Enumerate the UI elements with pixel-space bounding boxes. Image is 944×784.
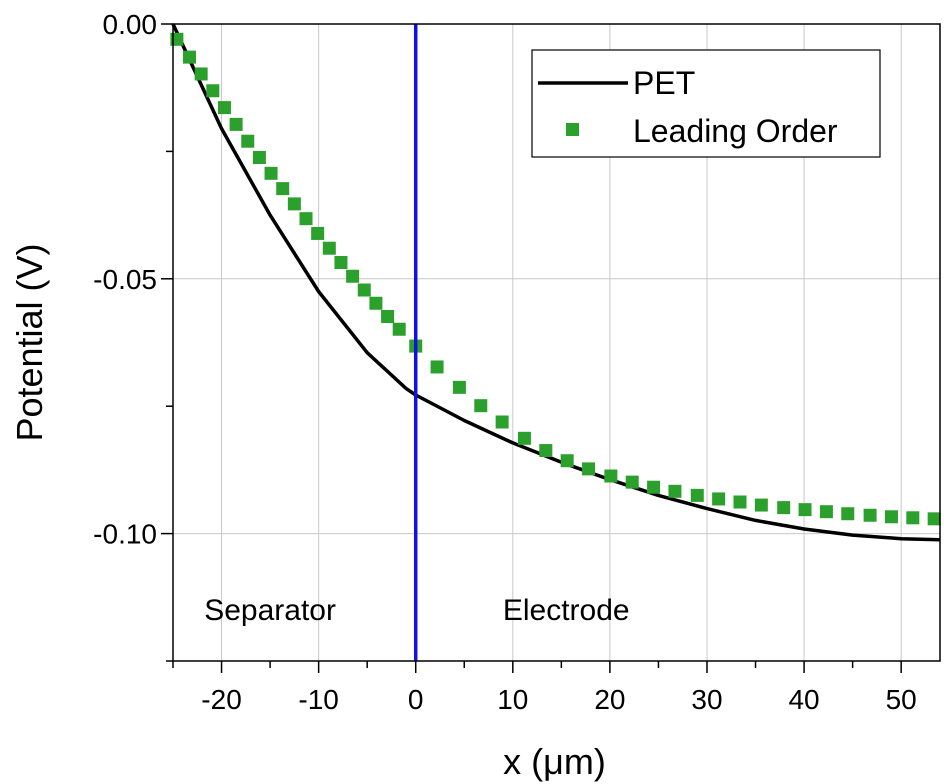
ticks: -20 -10 0 10 20 30 40 50 0.00 -0.05 -0.10 [93, 9, 917, 715]
leading-order-point [884, 510, 898, 524]
leading-order-point [798, 503, 812, 517]
leading-order-point [381, 310, 395, 324]
leading-order-point [311, 226, 325, 240]
leading-order-point [357, 283, 371, 297]
leading-order-point [906, 511, 920, 525]
leading-order-point [229, 117, 243, 131]
leading-order-point [346, 269, 360, 283]
leading-order-point [777, 501, 791, 515]
axis-titles: x (μm) Potential (V) [9, 243, 606, 782]
leading-order-point [287, 197, 301, 211]
y-tick-label: -0.10 [93, 519, 157, 550]
axes [172, 23, 941, 662]
leading-order-point [539, 444, 553, 458]
leading-order-point [206, 84, 220, 98]
x-tick-label: 20 [594, 684, 625, 715]
y-tick-label: 0.00 [103, 9, 158, 40]
x-tick-label: -20 [201, 684, 241, 715]
leading-order-point [392, 322, 406, 336]
x-tick-label: 50 [886, 684, 917, 715]
leading-order-point [241, 134, 255, 148]
leading-order-point [625, 475, 639, 489]
leading-order-point [517, 431, 531, 445]
region-annotations: Separator Electrode [204, 594, 629, 627]
leading-order-point [582, 462, 596, 476]
leading-order-point [647, 480, 661, 494]
leading-order-point [495, 415, 509, 429]
leading-order-point [430, 360, 444, 374]
leading-order-point [733, 495, 747, 509]
y-tick-label: -0.05 [93, 264, 157, 295]
leading-order-point [252, 151, 266, 165]
leading-order-point [754, 498, 768, 512]
leading-order-point [474, 399, 488, 413]
leading-order-point [690, 488, 704, 502]
leading-order-point [841, 507, 855, 521]
legend-pet-label: PET [633, 65, 695, 101]
plot-frame [172, 23, 941, 662]
leading-order-point [604, 469, 618, 483]
x-tick-label: -10 [298, 684, 338, 715]
x-axis-title: x (μm) [503, 741, 606, 782]
leading-order-point [264, 166, 278, 180]
pet-line [171, 23, 941, 542]
leading-order-point [927, 512, 941, 526]
leading-order-point [668, 484, 682, 498]
annotation-separator: Separator [204, 594, 336, 627]
leading-order-point [217, 101, 231, 115]
annotation-electrode: Electrode [503, 594, 630, 627]
leading-order-point [183, 50, 197, 64]
x-tick-label: 0 [408, 684, 424, 715]
leading-order-point [322, 241, 336, 255]
legend: PET Leading Order [531, 49, 881, 158]
leading-order-point [819, 505, 833, 519]
legend-leading-order-label: Leading Order [633, 113, 838, 149]
y-axis-title: Potential (V) [9, 243, 50, 441]
leading-order-point [863, 508, 877, 522]
legend-box [531, 49, 881, 158]
series-leading-order [170, 32, 941, 526]
x-tick-label: 40 [788, 684, 819, 715]
leading-order-point [712, 492, 726, 506]
x-tick-label: 30 [691, 684, 722, 715]
legend-leading-order-swatch [566, 123, 579, 136]
series-pet [171, 23, 941, 542]
leading-order-point [276, 182, 290, 196]
leading-order-point [369, 296, 383, 310]
leading-order-point [334, 255, 348, 269]
leading-order-point [194, 67, 208, 81]
leading-order-point [452, 380, 466, 394]
x-tick-label: 10 [497, 684, 528, 715]
leading-order-point [560, 454, 574, 468]
leading-order-point [299, 212, 313, 226]
